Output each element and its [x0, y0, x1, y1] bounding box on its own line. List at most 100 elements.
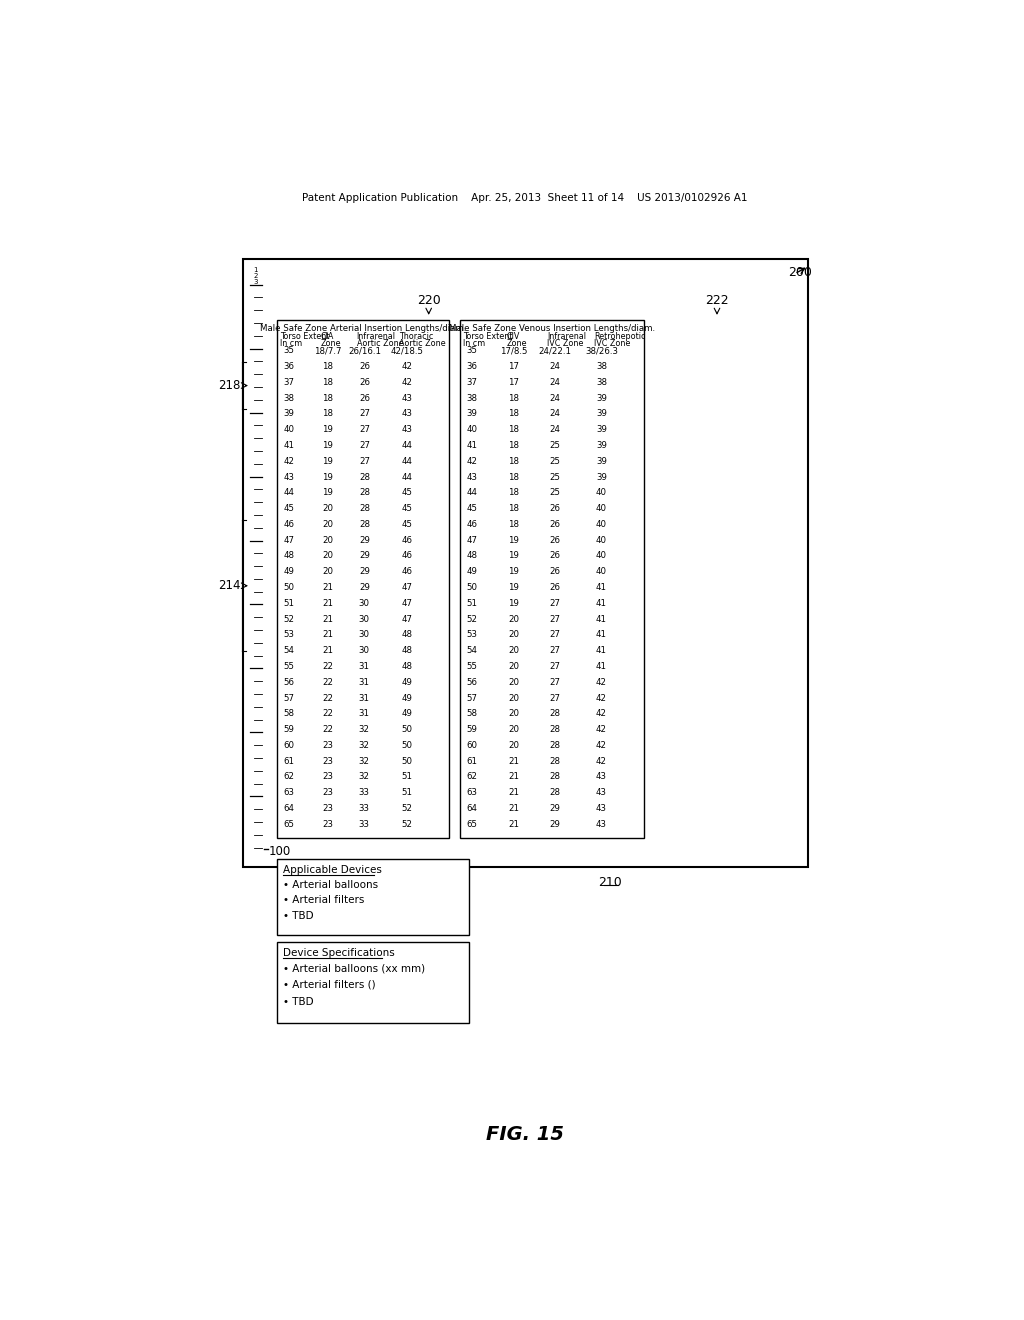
- Text: 30: 30: [358, 647, 370, 655]
- Text: 27: 27: [550, 631, 560, 639]
- Text: 27: 27: [550, 599, 560, 607]
- Text: 19: 19: [323, 457, 334, 466]
- Text: 40: 40: [284, 425, 295, 434]
- Text: 22: 22: [323, 663, 334, 671]
- Text: 43: 43: [401, 393, 413, 403]
- Text: 41: 41: [284, 441, 295, 450]
- Text: 54: 54: [467, 647, 477, 655]
- Text: 214: 214: [218, 579, 241, 593]
- Text: 20: 20: [509, 631, 519, 639]
- Text: 21: 21: [323, 599, 334, 607]
- Text: 50: 50: [401, 741, 413, 750]
- Text: 24: 24: [550, 378, 560, 387]
- Text: Male Safe Zone Venous Insertion Lengths/diam.: Male Safe Zone Venous Insertion Lengths/…: [449, 323, 655, 333]
- Text: In cm: In cm: [463, 339, 485, 348]
- Text: 50: 50: [284, 583, 295, 593]
- Text: 44: 44: [401, 473, 413, 482]
- Text: 33: 33: [358, 804, 370, 813]
- Text: 21: 21: [509, 820, 519, 829]
- Text: 54: 54: [284, 647, 295, 655]
- Text: 24/22.1: 24/22.1: [539, 346, 571, 355]
- Text: 64: 64: [467, 804, 477, 813]
- Text: 28: 28: [358, 504, 370, 513]
- Text: 41: 41: [596, 615, 607, 623]
- Bar: [276, 942, 469, 1023]
- Text: 21: 21: [323, 631, 334, 639]
- Text: 31: 31: [358, 663, 370, 671]
- Text: 20: 20: [509, 741, 519, 750]
- Text: 41: 41: [596, 631, 607, 639]
- Text: 56: 56: [467, 677, 477, 686]
- Text: CIV: CIV: [506, 333, 519, 342]
- Text: 58: 58: [284, 709, 295, 718]
- Text: 45: 45: [401, 520, 413, 529]
- Text: 27: 27: [358, 425, 370, 434]
- Text: 57: 57: [284, 693, 295, 702]
- Text: 42: 42: [596, 741, 607, 750]
- Text: Torso Extent: Torso Extent: [280, 333, 330, 342]
- Text: 65: 65: [284, 820, 295, 829]
- Text: • TBD: • TBD: [283, 997, 313, 1007]
- Text: 20: 20: [509, 725, 519, 734]
- Text: 27: 27: [358, 441, 370, 450]
- Text: 28: 28: [550, 709, 560, 718]
- Text: 21: 21: [323, 583, 334, 593]
- Text: 41: 41: [596, 583, 607, 593]
- Text: 18: 18: [323, 362, 334, 371]
- Text: 19: 19: [323, 441, 334, 450]
- Text: 23: 23: [323, 772, 334, 781]
- Text: 28: 28: [358, 473, 370, 482]
- Text: 24: 24: [550, 393, 560, 403]
- Text: 47: 47: [401, 599, 413, 607]
- Text: 41: 41: [596, 599, 607, 607]
- Text: 61: 61: [467, 756, 477, 766]
- Text: 38/26.3: 38/26.3: [585, 346, 618, 355]
- Text: 23: 23: [323, 788, 334, 797]
- Text: 47: 47: [284, 536, 295, 545]
- Text: 39: 39: [596, 393, 607, 403]
- Text: 24: 24: [550, 409, 560, 418]
- Text: 31: 31: [358, 709, 370, 718]
- Text: 39: 39: [596, 473, 607, 482]
- Text: 40: 40: [467, 425, 477, 434]
- Text: 220: 220: [417, 294, 440, 308]
- Text: 59: 59: [284, 725, 295, 734]
- Text: 222: 222: [706, 294, 729, 308]
- Text: 49: 49: [401, 709, 413, 718]
- Text: 18: 18: [509, 488, 519, 498]
- Text: 38: 38: [467, 393, 477, 403]
- Text: 26: 26: [550, 583, 560, 593]
- Text: 26: 26: [358, 362, 370, 371]
- Text: 22: 22: [323, 693, 334, 702]
- Text: 27: 27: [550, 615, 560, 623]
- Text: CIA: CIA: [321, 333, 334, 342]
- Text: 47: 47: [467, 536, 477, 545]
- Text: 42: 42: [401, 362, 413, 371]
- Text: 46: 46: [401, 552, 413, 561]
- Text: 47: 47: [401, 615, 413, 623]
- Text: 17: 17: [509, 362, 519, 371]
- Text: 37: 37: [284, 378, 295, 387]
- Text: 33: 33: [358, 788, 370, 797]
- Text: 35: 35: [284, 346, 295, 355]
- Text: 62: 62: [284, 772, 295, 781]
- Text: 29: 29: [359, 536, 370, 545]
- Text: 29: 29: [550, 820, 560, 829]
- Text: 19: 19: [509, 599, 519, 607]
- Text: 28: 28: [550, 741, 560, 750]
- Text: 21: 21: [509, 756, 519, 766]
- Text: IVC Zone: IVC Zone: [594, 339, 630, 348]
- Text: 29: 29: [359, 583, 370, 593]
- Text: 57: 57: [467, 693, 477, 702]
- Text: 40: 40: [596, 504, 607, 513]
- Text: • Arterial balloons: • Arterial balloons: [283, 880, 378, 890]
- Text: Device Specifications: Device Specifications: [283, 948, 394, 958]
- Text: 28: 28: [550, 788, 560, 797]
- Text: 41: 41: [467, 441, 477, 450]
- Text: 39: 39: [596, 457, 607, 466]
- Text: • Arterial filters: • Arterial filters: [283, 895, 365, 906]
- Text: 18: 18: [323, 378, 334, 387]
- Text: 21: 21: [509, 804, 519, 813]
- Text: 49: 49: [284, 568, 295, 577]
- Text: 44: 44: [467, 488, 477, 498]
